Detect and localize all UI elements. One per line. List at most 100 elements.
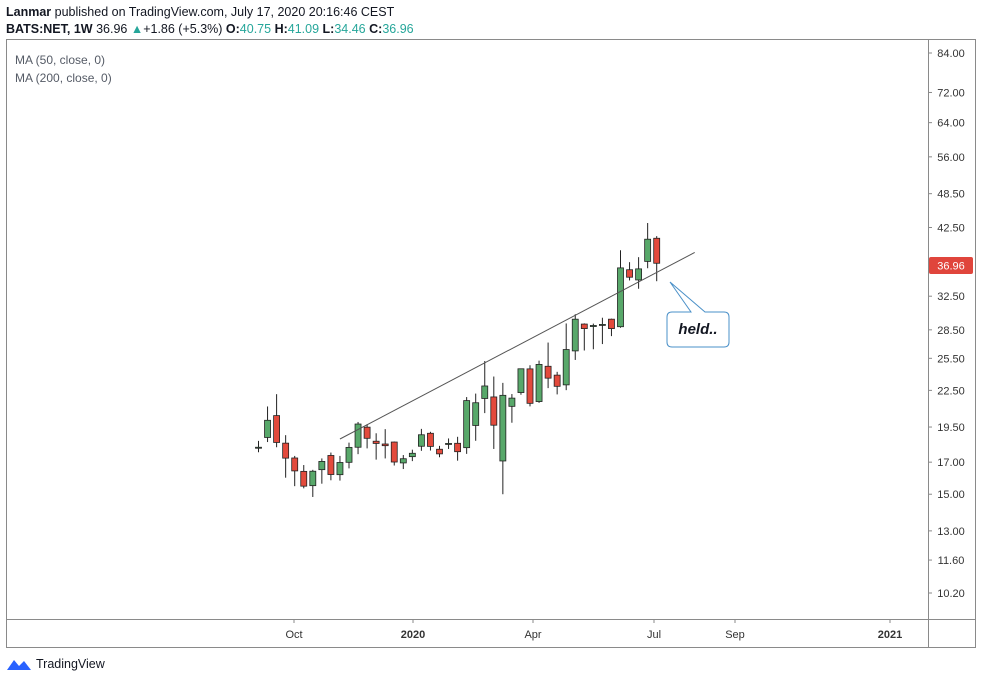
candle-body bbox=[282, 442, 290, 459]
footer-brand-text: TradingView bbox=[36, 657, 105, 671]
candle bbox=[517, 368, 525, 395]
candle-body bbox=[264, 419, 271, 438]
candle-body bbox=[599, 324, 606, 326]
candle-body bbox=[580, 323, 588, 329]
price-tick-label: 10.20 bbox=[937, 588, 965, 600]
candle-body bbox=[273, 415, 281, 443]
tradingview-logo-icon bbox=[7, 660, 31, 670]
candle-body bbox=[417, 434, 425, 447]
time-tick-label: 2021 bbox=[878, 629, 902, 641]
price-tick-label: 22.50 bbox=[937, 385, 965, 397]
candle bbox=[626, 262, 633, 281]
symbol-info: BATS:NET, 1W 36.96 ▲+1.86 (+5.3%) O:40.7… bbox=[6, 22, 414, 36]
candle bbox=[408, 449, 416, 462]
candle bbox=[589, 323, 597, 350]
candle bbox=[562, 323, 570, 391]
candle bbox=[381, 429, 389, 459]
candle bbox=[553, 371, 561, 395]
footer-brand[interactable]: TradingView bbox=[6, 657, 105, 671]
price-tick-label: 32.50 bbox=[937, 291, 965, 303]
candle-body bbox=[635, 268, 642, 281]
candle-body bbox=[408, 452, 416, 458]
candle bbox=[417, 428, 425, 451]
price-tick-label: 25.50 bbox=[937, 353, 965, 365]
candle-body bbox=[436, 448, 443, 455]
last-price: 36.96 bbox=[96, 22, 128, 36]
candle-body bbox=[327, 455, 335, 475]
candle-body bbox=[463, 400, 471, 449]
author-name[interactable]: Lanmar bbox=[6, 5, 52, 19]
candle-body bbox=[571, 318, 579, 352]
candle-body bbox=[553, 374, 561, 387]
candle bbox=[336, 455, 344, 481]
candle-body bbox=[508, 397, 516, 407]
candle bbox=[544, 342, 552, 389]
candle bbox=[309, 469, 317, 497]
candle-body bbox=[644, 238, 652, 262]
candle-body bbox=[472, 402, 480, 426]
candle bbox=[399, 455, 407, 470]
candle bbox=[264, 406, 271, 443]
candle-body bbox=[526, 368, 534, 404]
time-tick-label: Oct bbox=[285, 629, 302, 641]
candle-body bbox=[517, 368, 525, 393]
candle bbox=[318, 458, 326, 484]
candle bbox=[454, 436, 462, 461]
price-tick-label: 72.00 bbox=[937, 87, 965, 99]
candle bbox=[499, 382, 507, 495]
candle-body bbox=[617, 267, 624, 328]
candle-body bbox=[336, 462, 344, 476]
candle-body bbox=[345, 446, 353, 463]
price-tick-label: 11.60 bbox=[938, 555, 965, 567]
candle-body bbox=[255, 446, 262, 449]
last-price-tag-text: 36.96 bbox=[937, 261, 965, 273]
publish-info: Lanmar published on TradingView.com, Jul… bbox=[6, 5, 394, 19]
callout-text: held.. bbox=[678, 321, 717, 338]
candle bbox=[354, 421, 362, 455]
candle-body bbox=[544, 365, 552, 379]
candle-body bbox=[499, 394, 507, 462]
time-tick-label: Jul bbox=[647, 629, 661, 641]
candle bbox=[255, 440, 262, 453]
price-tick-label: 15.00 bbox=[937, 489, 965, 501]
candle bbox=[526, 365, 534, 407]
candle bbox=[608, 318, 615, 337]
candle bbox=[300, 465, 308, 489]
candle bbox=[363, 424, 371, 449]
candle bbox=[580, 323, 588, 351]
candle bbox=[535, 360, 543, 403]
candle-body bbox=[608, 318, 615, 329]
candle bbox=[571, 314, 579, 360]
indicator-ma50[interactable]: MA (50, close, 0) bbox=[15, 53, 106, 67]
candle bbox=[372, 433, 380, 460]
candle-body bbox=[390, 441, 398, 463]
open-label: O: bbox=[225, 22, 240, 36]
price-tick-label: 19.50 bbox=[937, 422, 965, 434]
price-axis: 84.00 72.00 64.00 56.00 48.50 42.50 32.50 28.50… bbox=[928, 48, 965, 600]
candle-body bbox=[399, 458, 407, 464]
candle bbox=[508, 394, 516, 423]
candle bbox=[617, 250, 624, 328]
indicator-ma200[interactable]: MA (200, close, 0) bbox=[15, 71, 112, 85]
held-callout[interactable]: held.. bbox=[666, 281, 730, 348]
candle bbox=[653, 236, 661, 282]
published-text: published on TradingView.com, July 17, 2… bbox=[54, 5, 395, 19]
callout-bubble bbox=[666, 281, 730, 348]
candle-body bbox=[481, 385, 489, 399]
candle-body bbox=[291, 457, 299, 472]
close-value: 36.96 bbox=[382, 22, 414, 36]
candle bbox=[445, 438, 452, 449]
trendline[interactable] bbox=[339, 252, 695, 440]
price-tick-label: 64.00 bbox=[937, 118, 965, 130]
candle bbox=[345, 442, 353, 469]
candle-body bbox=[381, 443, 389, 447]
close-label: C: bbox=[369, 22, 383, 36]
price-tick-label: 13.00 bbox=[937, 526, 965, 538]
candle-body bbox=[653, 237, 661, 264]
candle bbox=[635, 257, 642, 289]
candle-body bbox=[535, 364, 543, 402]
candle bbox=[472, 393, 480, 441]
change-value: +1.86 (+5.3%) bbox=[143, 22, 223, 36]
candle-body bbox=[354, 423, 362, 448]
